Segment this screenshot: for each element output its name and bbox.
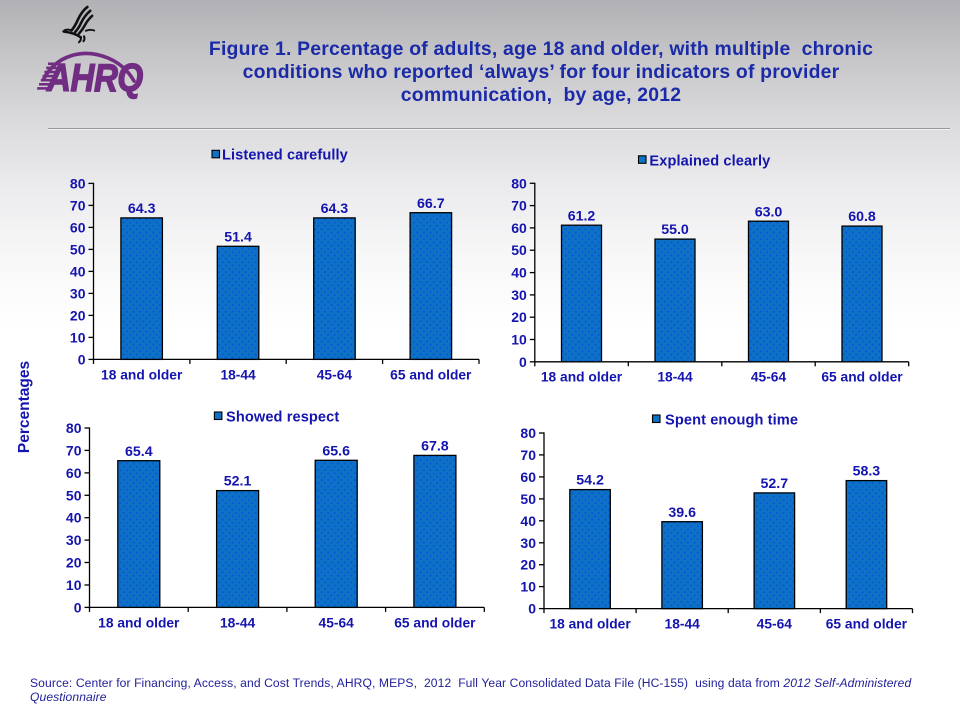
svg-text:64.3: 64.3 (321, 201, 349, 217)
svg-text:54.2: 54.2 (576, 473, 604, 489)
svg-text:18 and older: 18 and older (549, 617, 631, 632)
svg-text:60: 60 (66, 465, 82, 481)
svg-text:45-64: 45-64 (317, 367, 353, 382)
svg-text:70: 70 (511, 198, 527, 214)
svg-text:30: 30 (511, 287, 527, 303)
svg-text:65 and older: 65 and older (826, 617, 908, 632)
svg-text:60: 60 (70, 219, 86, 235)
svg-text:0: 0 (528, 601, 536, 617)
svg-text:20: 20 (520, 557, 536, 573)
svg-text:50: 50 (511, 242, 527, 258)
svg-text:40: 40 (511, 265, 527, 281)
svg-text:80: 80 (520, 425, 536, 441)
svg-text:80: 80 (511, 175, 527, 191)
svg-text:30: 30 (70, 285, 86, 301)
svg-text:40: 40 (70, 263, 86, 279)
svg-text:70: 70 (520, 447, 536, 463)
svg-text:66.7: 66.7 (417, 196, 445, 212)
svg-text:30: 30 (520, 535, 536, 551)
svg-text:60.8: 60.8 (848, 209, 876, 225)
svg-text:80: 80 (66, 420, 82, 436)
svg-text:70: 70 (70, 197, 86, 213)
svg-text:60: 60 (520, 469, 536, 485)
svg-text:64.3: 64.3 (128, 201, 156, 217)
svg-text:18 and older: 18 and older (101, 367, 183, 382)
svg-text:50: 50 (70, 241, 86, 257)
svg-text:Explained clearly: Explained clearly (649, 153, 771, 169)
svg-text:10: 10 (66, 577, 82, 593)
svg-text:65.4: 65.4 (125, 444, 153, 460)
svg-text:45-64: 45-64 (757, 617, 793, 632)
svg-text:61.2: 61.2 (568, 208, 596, 224)
svg-text:Spent enough time: Spent enough time (665, 413, 798, 429)
svg-text:Listened carefully: Listened carefully (222, 148, 349, 164)
svg-text:39.6: 39.6 (668, 505, 696, 521)
svg-text:18 and older: 18 and older (98, 615, 180, 630)
svg-text:65.6: 65.6 (322, 443, 350, 459)
svg-text:50: 50 (520, 491, 536, 507)
svg-text:67.8: 67.8 (421, 439, 449, 455)
svg-text:50: 50 (66, 487, 82, 503)
svg-text:18 and older: 18 and older (541, 370, 623, 385)
svg-text:58.3: 58.3 (853, 464, 881, 480)
svg-text:40: 40 (66, 510, 82, 526)
svg-text:65 and older: 65 and older (390, 367, 472, 382)
svg-text:45-64: 45-64 (319, 615, 355, 630)
svg-text:10: 10 (511, 332, 527, 348)
svg-text:0: 0 (78, 351, 86, 367)
svg-text:80: 80 (70, 175, 86, 191)
svg-text:20: 20 (511, 309, 527, 325)
svg-text:18-44: 18-44 (665, 617, 701, 632)
svg-text:65 and older: 65 and older (821, 370, 903, 385)
svg-text:52.1: 52.1 (224, 474, 252, 490)
svg-text:65 and older: 65 and older (394, 615, 476, 630)
svg-text:45-64: 45-64 (751, 370, 787, 385)
svg-text:20: 20 (66, 555, 82, 571)
svg-text:18-44: 18-44 (220, 615, 256, 630)
svg-text:60: 60 (511, 220, 527, 236)
svg-text:18-44: 18-44 (220, 367, 256, 382)
svg-text:52.7: 52.7 (760, 476, 788, 492)
svg-text:63.0: 63.0 (755, 204, 783, 220)
svg-text:18-44: 18-44 (657, 370, 693, 385)
svg-text:20: 20 (70, 307, 86, 323)
svg-text:10: 10 (70, 329, 86, 345)
svg-text:70: 70 (66, 442, 82, 458)
svg-text:Showed respect: Showed respect (226, 410, 339, 426)
svg-text:10: 10 (520, 579, 536, 595)
svg-text:30: 30 (66, 532, 82, 548)
svg-text:40: 40 (520, 513, 536, 529)
svg-text:AHRQ: AHRQ (46, 57, 143, 100)
svg-text:0: 0 (519, 354, 527, 370)
svg-text:51.4: 51.4 (224, 229, 252, 245)
svg-text:0: 0 (74, 599, 82, 615)
svg-text:55.0: 55.0 (661, 222, 689, 238)
